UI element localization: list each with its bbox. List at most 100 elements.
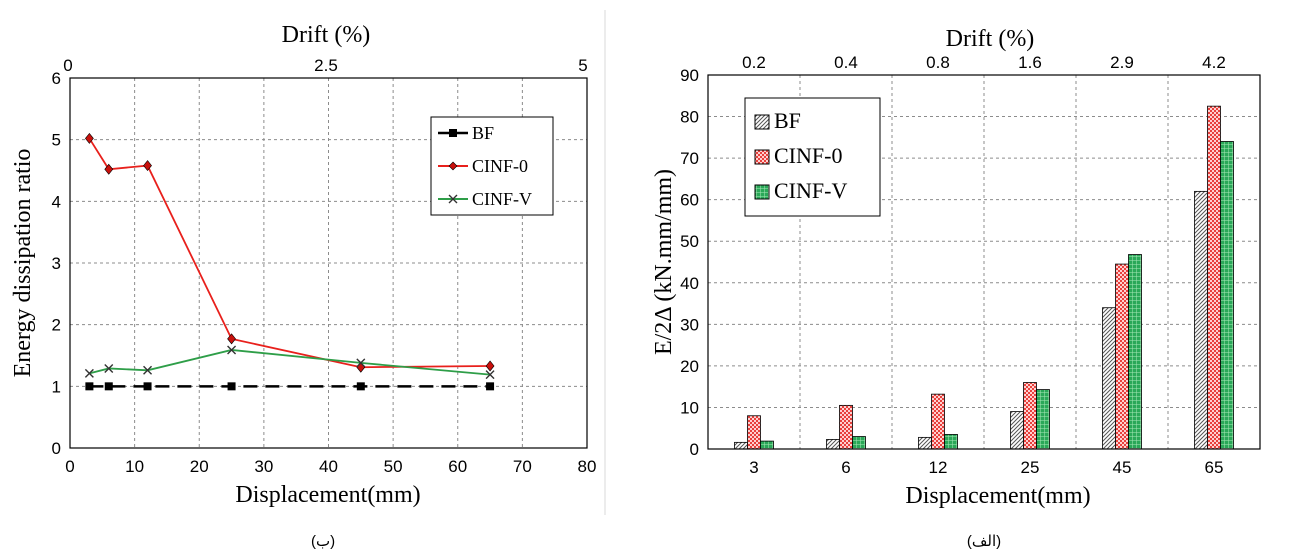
line-chart-series-layer (84, 132, 495, 391)
bar-chart-top-tick-3: 1.6 (1018, 53, 1042, 72)
line-chart-x-tick-70: 70 (513, 457, 532, 476)
bar-chart-y-tick-90: 90 (680, 66, 699, 85)
line-chart-x-tick-30: 30 (254, 457, 273, 476)
bar-chart-top-tick-2: 0.8 (926, 53, 950, 72)
bar-cinfv-25 (1036, 389, 1050, 450)
legend-cinfv-label: CINF-V (472, 189, 532, 209)
line-chart-top-tick-2: 5 (578, 56, 587, 75)
bar-chart-y-tick-80: 80 (680, 108, 699, 127)
bar-cinfv-6 (852, 436, 866, 450)
bar-chart-bars-layer (734, 105, 1234, 450)
bar-chart-y-tick-30: 30 (680, 315, 699, 334)
legend-bar-cinf0-label: CINF-0 (774, 143, 842, 168)
line-chart-y-tick-5: 5 (52, 131, 61, 150)
line-chart-y-tick-4: 4 (52, 192, 61, 211)
series-line-cinfv (89, 349, 491, 376)
bar-chart-x-tick-45: 45 (1113, 458, 1132, 477)
point-bf-5 (486, 382, 495, 391)
right-panel-caption: (الف) (967, 533, 1001, 550)
bar-cinfv-12 (944, 434, 958, 450)
line-chart-panel: 0 10 20 30 40 50 60 70 80 0 1 2 3 4 5 6 0 2.5 5 Drift … (10, 22, 596, 550)
bar-chart-top-tick-1: 0.4 (834, 53, 858, 72)
bar-chart-x-tick-65: 65 (1205, 458, 1224, 477)
point-cinf0-1 (104, 163, 114, 175)
line-chart-y-tick-6: 6 (52, 69, 61, 88)
bar-chart-y-tick-40: 40 (680, 274, 699, 293)
legend-bar-cinfv-swatch (754, 184, 770, 200)
legend-cinf0-swatch (438, 161, 468, 171)
legend-bar-bf-swatch (754, 114, 770, 130)
bar-chart-top-axis-label: Drift (%) (946, 26, 1035, 52)
bar-chart-x-tick-6: 6 (841, 458, 850, 477)
bar-cinfv-3 (760, 440, 774, 450)
bar-cinf0-65 (1207, 105, 1221, 450)
legend-bf-label: BF (472, 123, 494, 143)
line-chart-x-tick-0: 0 (65, 457, 74, 476)
legend-bar-bf-label: BF (774, 108, 801, 133)
bar-chart-y-tick-10: 10 (680, 398, 699, 417)
point-cinfv-1 (104, 363, 114, 373)
line-chart-y-tick-3: 3 (52, 254, 61, 273)
line-chart-x-axis-label: Displacement(mm) (235, 482, 420, 508)
legend-bar-cinf0-swatch (754, 149, 770, 165)
bar-chart-legend: BF CINF-0 CINF-V (744, 97, 881, 217)
point-cinfv-4 (356, 358, 366, 368)
line-chart-y-tick-2: 2 (52, 316, 61, 335)
line-chart-plot-frame (69, 77, 588, 449)
bar-bf-12 (918, 436, 932, 450)
bar-bf-65 (1194, 190, 1208, 450)
bar-chart-top-tick-0: 0.2 (742, 53, 766, 72)
bar-cinf0-45 (1115, 263, 1129, 450)
point-bf-4 (356, 382, 365, 391)
bar-chart-y-tick-0: 0 (690, 440, 699, 459)
line-chart-y-tick-1: 1 (52, 377, 61, 396)
bar-bf-25 (1010, 411, 1024, 450)
point-cinf0-2 (143, 160, 152, 172)
bar-chart-panel: 0 10 20 30 40 50 60 70 80 90 3 6 12 25 45 65 0.2 0.4 0.8… (651, 26, 1261, 550)
bar-chart-top-tick-4: 2.9 (1110, 53, 1134, 72)
bar-chart-x-tick-labels: 3 6 12 25 45 65 (749, 458, 1223, 477)
bar-bf-45 (1102, 307, 1116, 450)
line-chart-x-tick-labels: 0 10 20 30 40 50 60 70 80 (65, 457, 596, 476)
bar-cinf0-3 (747, 415, 761, 450)
line-chart-top-axis-label: Drift (%) (282, 22, 371, 48)
series-line-cinf0 (88, 137, 491, 369)
bar-bf-3 (734, 441, 748, 450)
bar-cinfv-45 (1128, 254, 1142, 450)
bar-chart-y-tick-70: 70 (680, 149, 699, 168)
legend-bar-cinfv-label: CINF-V (774, 178, 847, 203)
legend-cinf0-label: CINF-0 (472, 156, 528, 176)
point-cinf0-5 (485, 360, 495, 372)
legend-bf-swatch (438, 129, 468, 137)
bar-chart-y-tick-labels: 0 10 20 30 40 50 60 70 80 90 (680, 66, 699, 459)
bar-chart-top-tick-5: 4.2 (1202, 53, 1226, 72)
point-bf-2 (143, 382, 152, 391)
line-chart-x-tick-20: 20 (190, 457, 209, 476)
point-cinfv-0 (84, 368, 94, 378)
point-cinfv-3 (227, 345, 237, 355)
bar-chart-y-axis-label: E/2Δ (kN.mm/mm) (651, 169, 677, 355)
bar-bf-6 (826, 439, 840, 450)
left-panel-caption: (ب) (311, 533, 335, 550)
line-chart-top-tick-1: 2.5 (314, 56, 338, 75)
point-cinf0-3 (227, 333, 236, 345)
line-chart-x-tick-80: 80 (578, 457, 597, 476)
point-bf-1 (104, 382, 113, 391)
bar-cinf0-6 (839, 404, 853, 450)
point-bf-0 (85, 382, 94, 391)
bar-chart-x-tick-25: 25 (1021, 458, 1040, 477)
point-bf-3 (227, 382, 236, 391)
bar-chart-y-tick-60: 60 (680, 191, 699, 210)
bar-chart-plot-frame (707, 74, 1261, 450)
line-chart-legend: BF CINF-0 CINF-V (430, 116, 554, 216)
line-chart-x-tick-50: 50 (384, 457, 403, 476)
bar-chart-x-tick-3: 3 (749, 458, 758, 477)
bar-cinf0-12 (931, 393, 945, 450)
line-chart-top-tick-0: 0 (63, 56, 72, 75)
line-chart-y-tick-labels: 0 1 2 3 4 5 6 (52, 69, 61, 458)
bar-chart-y-tick-20: 20 (680, 357, 699, 376)
legend-cinfv-swatch (438, 194, 468, 204)
bar-cinf0-25 (1023, 382, 1037, 450)
line-chart-x-tick-60: 60 (448, 457, 467, 476)
